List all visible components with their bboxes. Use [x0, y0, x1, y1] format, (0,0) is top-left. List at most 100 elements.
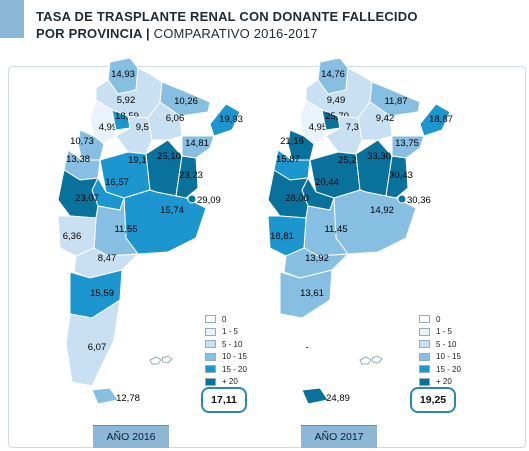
province-santafe [355, 139, 393, 197]
legend-item: + 20 [419, 376, 461, 389]
value-label-entrerios: 30,43 [389, 170, 413, 181]
legend-swatch [205, 315, 216, 324]
value-label-corrientes: 13,75 [395, 138, 419, 149]
legend-2016: 0 1 - 5 5 - 10 10 - 15 15 - 20 + 20 [205, 313, 247, 388]
province-entrerios [175, 155, 199, 199]
legend-label: 0 [222, 314, 227, 324]
value-label-tucuman: 25,70 [325, 111, 349, 122]
value-label-sanluis: 16,57 [105, 177, 129, 188]
province-entrerios [385, 155, 409, 199]
value-label-formosa: 11,87 [384, 96, 407, 107]
value-label-lapampa: 11,45 [324, 224, 347, 235]
value-label-catamarca: 4,95 [309, 122, 328, 133]
legend-item: 15 - 20 [419, 363, 461, 376]
province-misiones [209, 103, 241, 137]
legend-item: 1 - 5 [205, 326, 247, 339]
legend-item: 0 [205, 313, 247, 326]
value-label-lapampa: 11,55 [114, 224, 137, 235]
value-label-catamarca: 4,99 [99, 122, 118, 133]
legend-item: 10 - 15 [205, 351, 247, 364]
value-label-mendoza: 23,07 [75, 193, 99, 204]
value-label-cordoba: 25,24 [338, 155, 362, 166]
legend-item: 15 - 20 [205, 363, 247, 376]
province-rionegro [283, 247, 350, 279]
value-label-caba: 30,36 [407, 195, 431, 206]
value-label-salta: 5,92 [117, 95, 136, 106]
legend-swatch [205, 340, 216, 349]
total-2016: 17,11 [201, 387, 247, 413]
year-label-2017: AÑO 2017 [301, 425, 377, 448]
value-label-tucuman: 18,59 [115, 111, 139, 122]
islands-outline [371, 355, 383, 364]
legend-swatch [419, 365, 430, 374]
legend-swatch [419, 315, 430, 324]
value-label-misiones: 19,93 [219, 114, 243, 125]
legend-swatch [419, 377, 430, 386]
province-santacruz [275, 298, 331, 387]
value-label-tierradelfuego: 12,78 [116, 393, 140, 404]
legend-label: 15 - 20 [222, 364, 247, 374]
content-frame [8, 66, 526, 448]
legend-swatch [419, 352, 430, 361]
value-label-larioja: 21,16 [280, 136, 304, 147]
legend-item: 1 - 5 [419, 326, 461, 339]
legend-item: 0 [419, 313, 461, 326]
legend-label: 5 - 10 [436, 339, 457, 349]
province-rionegro [73, 247, 140, 279]
value-label-santafe: 25,10 [157, 151, 181, 162]
province-tierradelfuego [301, 387, 329, 405]
value-label-larioja: 10,73 [70, 136, 94, 147]
legend-label: 10 - 15 [436, 352, 461, 362]
value-label-santafe: 33,30 [367, 151, 391, 162]
province-santafe [145, 139, 183, 197]
value-label-mendoza: 28,00 [285, 193, 309, 204]
legend-label: 10 - 15 [222, 352, 247, 362]
value-label-jujuy: 14,76 [321, 69, 345, 80]
value-label-chubut: 15,59 [90, 288, 114, 299]
legend-label: + 20 [222, 377, 238, 387]
value-label-chaco: 9,42 [376, 113, 395, 124]
value-label-chubut: 13,61 [300, 288, 324, 299]
province-corrientes [181, 135, 215, 159]
islands-outline [161, 355, 173, 364]
value-label-neuquen: 18,81 [270, 231, 294, 242]
legend-label: 5 - 10 [222, 339, 243, 349]
province-santacruz [65, 298, 121, 387]
legend-swatch [205, 327, 216, 336]
value-label-rionegro: 8,47 [98, 253, 117, 264]
value-label-caba: 29,09 [197, 195, 221, 206]
legend-label: + 20 [436, 377, 452, 387]
value-label-jujuy: 14,93 [111, 69, 135, 80]
title-line-1: TASA DE TRASPLANTE RENAL CON DONANTE FAL… [36, 9, 418, 24]
value-label-buenosaires: 14,92 [370, 205, 394, 216]
legend-label: 15 - 20 [436, 364, 461, 374]
value-label-santacruz: - [305, 342, 308, 353]
value-label-chaco: 6,06 [166, 113, 185, 124]
legend-label: 0 [436, 314, 441, 324]
value-label-buenosaires: 15,74 [160, 205, 184, 216]
title-separator: | [142, 26, 154, 41]
value-label-sanjuan: 15,87 [276, 154, 300, 165]
province-misiones [419, 103, 451, 137]
value-label-santacruz: 6,07 [88, 342, 107, 353]
value-label-corrientes: 14,81 [185, 138, 209, 149]
value-label-santiago: 7,38 [346, 122, 365, 133]
legend-item: 5 - 10 [205, 338, 247, 351]
value-label-rionegro: 13,92 [305, 253, 329, 264]
legend-label: 1 - 5 [222, 327, 239, 337]
province-corrientes [391, 135, 425, 159]
value-label-tierradelfuego: 24,89 [326, 393, 350, 404]
value-label-entrerios: 23,23 [179, 170, 203, 181]
legend-swatch [419, 327, 430, 336]
page-title: TASA DE TRASPLANTE RENAL CON DONANTE FAL… [36, 8, 418, 42]
value-label-neuquen: 6,36 [63, 231, 82, 242]
legend-item: 5 - 10 [419, 338, 461, 351]
value-label-cordoba: 19,13 [128, 155, 152, 166]
city-marker-caba [397, 194, 407, 204]
legend-swatch [205, 352, 216, 361]
value-label-misiones: 18,87 [429, 114, 453, 125]
title-accent-block [0, 0, 24, 38]
